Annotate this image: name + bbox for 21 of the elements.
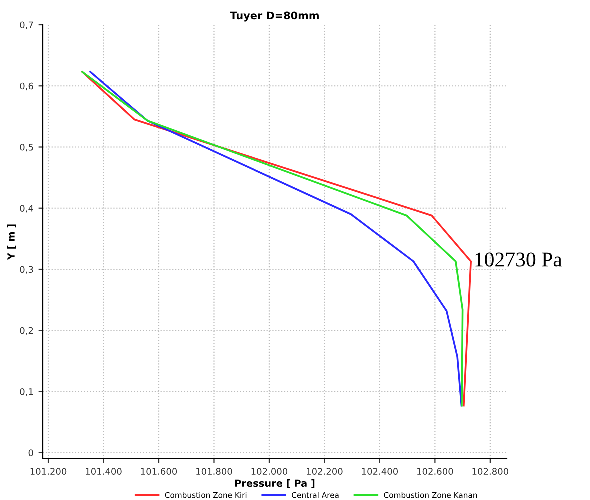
x-tick-label: 102.600: [418, 468, 454, 476]
x-tick-label: 101.800: [196, 468, 232, 476]
x-tick-label: 101.400: [86, 468, 122, 476]
y-tick-label: 0,1: [20, 388, 34, 396]
y-tick-label: 0,4: [20, 205, 34, 213]
x-tick-label: 102.400: [362, 468, 398, 476]
chart-title: Tuyer D=80mm: [230, 12, 319, 22]
x-tick-label: 102.200: [307, 468, 343, 476]
y-tick-label: 0,3: [20, 266, 34, 274]
x-axis-title: Pressure [ Pa ]: [235, 480, 315, 488]
x-tick-label: 102.000: [252, 468, 288, 476]
y-tick-label: 0,2: [20, 327, 34, 336]
annotation: 102730 Pa: [476, 252, 562, 267]
y-tick-label: 0,5: [20, 144, 34, 152]
y-tick-label: 0,7: [20, 22, 34, 30]
y-tick-label: 0: [28, 450, 34, 456]
x-tick-label: 101.200: [30, 468, 67, 476]
y-axis-title: Y [ m ]: [7, 224, 16, 260]
x-tick-label: 101.600: [141, 468, 178, 476]
x-tick-label: 102.800: [472, 468, 508, 476]
y-tick-label: 0,6: [20, 82, 34, 91]
